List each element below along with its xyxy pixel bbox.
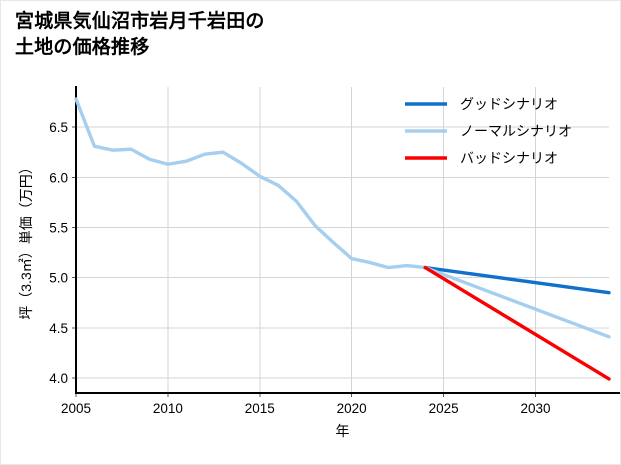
y-axis-tick-labels: 4.0 4.5 5.0 5.5 6.0 6.5 (49, 120, 68, 386)
x-tick-label: 2005 (61, 401, 91, 416)
x-tick-label: 2030 (520, 401, 550, 416)
series-line-ノーマルシナリオ (423, 265, 611, 339)
y-axis-title: 坪（3.3㎡）単価（万円） (18, 160, 34, 319)
legend-label-1: ノーマルシナリオ (460, 123, 572, 139)
series-line-実績 (74, 97, 427, 270)
legend-label-0: グッドシナリオ (460, 96, 558, 112)
y-tick-label: 6.0 (49, 170, 68, 185)
y-tick-label: 4.5 (49, 321, 68, 336)
axis-titles-group: 年 坪（3.3㎡）単価（万円） (18, 160, 350, 439)
series-line-グッドシナリオ (423, 265, 611, 295)
x-axis-title: 年 (336, 423, 350, 439)
tick-marks-group (72, 126, 536, 397)
y-tick-label: 6.5 (49, 120, 68, 135)
x-tick-label: 2025 (429, 401, 459, 416)
axis-spines-group (74, 86, 620, 395)
x-tick-label: 2010 (153, 401, 183, 416)
y-tick-label: 5.5 (49, 220, 68, 235)
x-axis-tick-labels: 2005 2010 2015 2020 2025 2030 (61, 401, 551, 416)
y-tick-label: 4.0 (49, 371, 68, 386)
legend-label-2: バッドシナリオ (460, 150, 558, 166)
data-series-group (74, 97, 611, 381)
series-line-バッドシナリオ (423, 265, 611, 381)
page-title: 宮城県気仙沼市岩月千岩田の 土地の価格推移 (15, 11, 265, 58)
x-tick-label: 2015 (245, 401, 275, 416)
x-tick-label: 2020 (337, 401, 367, 416)
y-tick-label: 5.0 (49, 271, 68, 286)
